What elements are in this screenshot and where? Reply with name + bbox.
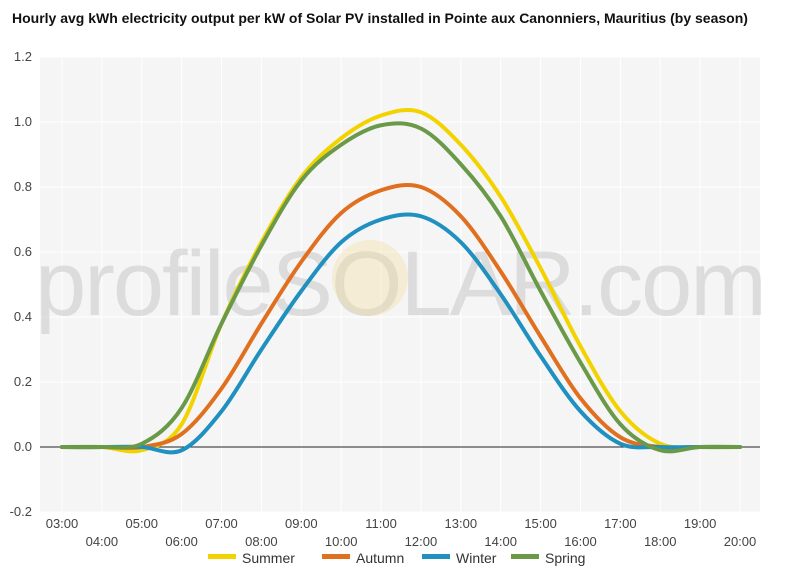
x-tick-label: 13:00 [445, 516, 478, 531]
legend-label-spring: Spring [545, 550, 585, 566]
x-tick-label: 14:00 [484, 534, 517, 549]
y-tick-label: 0.6 [14, 244, 32, 259]
y-tick-label: 0.2 [14, 374, 32, 389]
legend-label-autumn: Autumn [356, 550, 404, 566]
x-tick-label: 17:00 [604, 516, 637, 531]
series-line-autumn [60, 182, 742, 450]
x-tick-label: 07:00 [205, 516, 238, 531]
y-tick-label: 1.2 [14, 49, 32, 64]
legend-label-summer: Summer [242, 550, 295, 566]
x-tick-label: 05:00 [125, 516, 158, 531]
y-tick-label: 1.0 [14, 114, 32, 129]
x-tick-label: 18:00 [644, 534, 677, 549]
chart-title: Hourly avg kWh electricity output per kW… [12, 10, 748, 26]
legend-label-winter: Winter [456, 550, 497, 566]
y-tick-label: 0.4 [14, 309, 32, 324]
series-line-spring [60, 121, 742, 454]
x-tick-label: 09:00 [285, 516, 318, 531]
series-line-winter [60, 212, 742, 455]
y-tick-label: -0.2 [10, 504, 32, 519]
series-line-summer [60, 107, 742, 454]
x-tick-label: 20:00 [724, 534, 757, 549]
x-tick-label: 11:00 [365, 516, 397, 531]
plot-background [40, 57, 760, 512]
x-tick-label: 15:00 [524, 516, 557, 531]
x-tick-label: 10:00 [325, 534, 358, 549]
x-tick-label: 04:00 [86, 534, 119, 549]
watermark-sun-icon [332, 240, 408, 316]
watermark-text: profileSOLAR.com [35, 233, 765, 335]
legend-swatch-summer [208, 554, 236, 559]
x-tick-label: 19:00 [684, 516, 717, 531]
x-tick-label: 08:00 [245, 534, 278, 549]
legend-swatch-autumn [322, 554, 350, 559]
y-tick-label: 0.0 [14, 439, 32, 454]
x-tick-label: 06:00 [165, 534, 198, 549]
x-tick-label: 12:00 [405, 534, 438, 549]
legend-swatch-spring [511, 554, 539, 559]
x-tick-label: 03:00 [46, 516, 79, 531]
y-tick-label: 0.8 [14, 179, 32, 194]
x-tick-label: 16:00 [564, 534, 597, 549]
legend-swatch-winter [422, 554, 450, 559]
